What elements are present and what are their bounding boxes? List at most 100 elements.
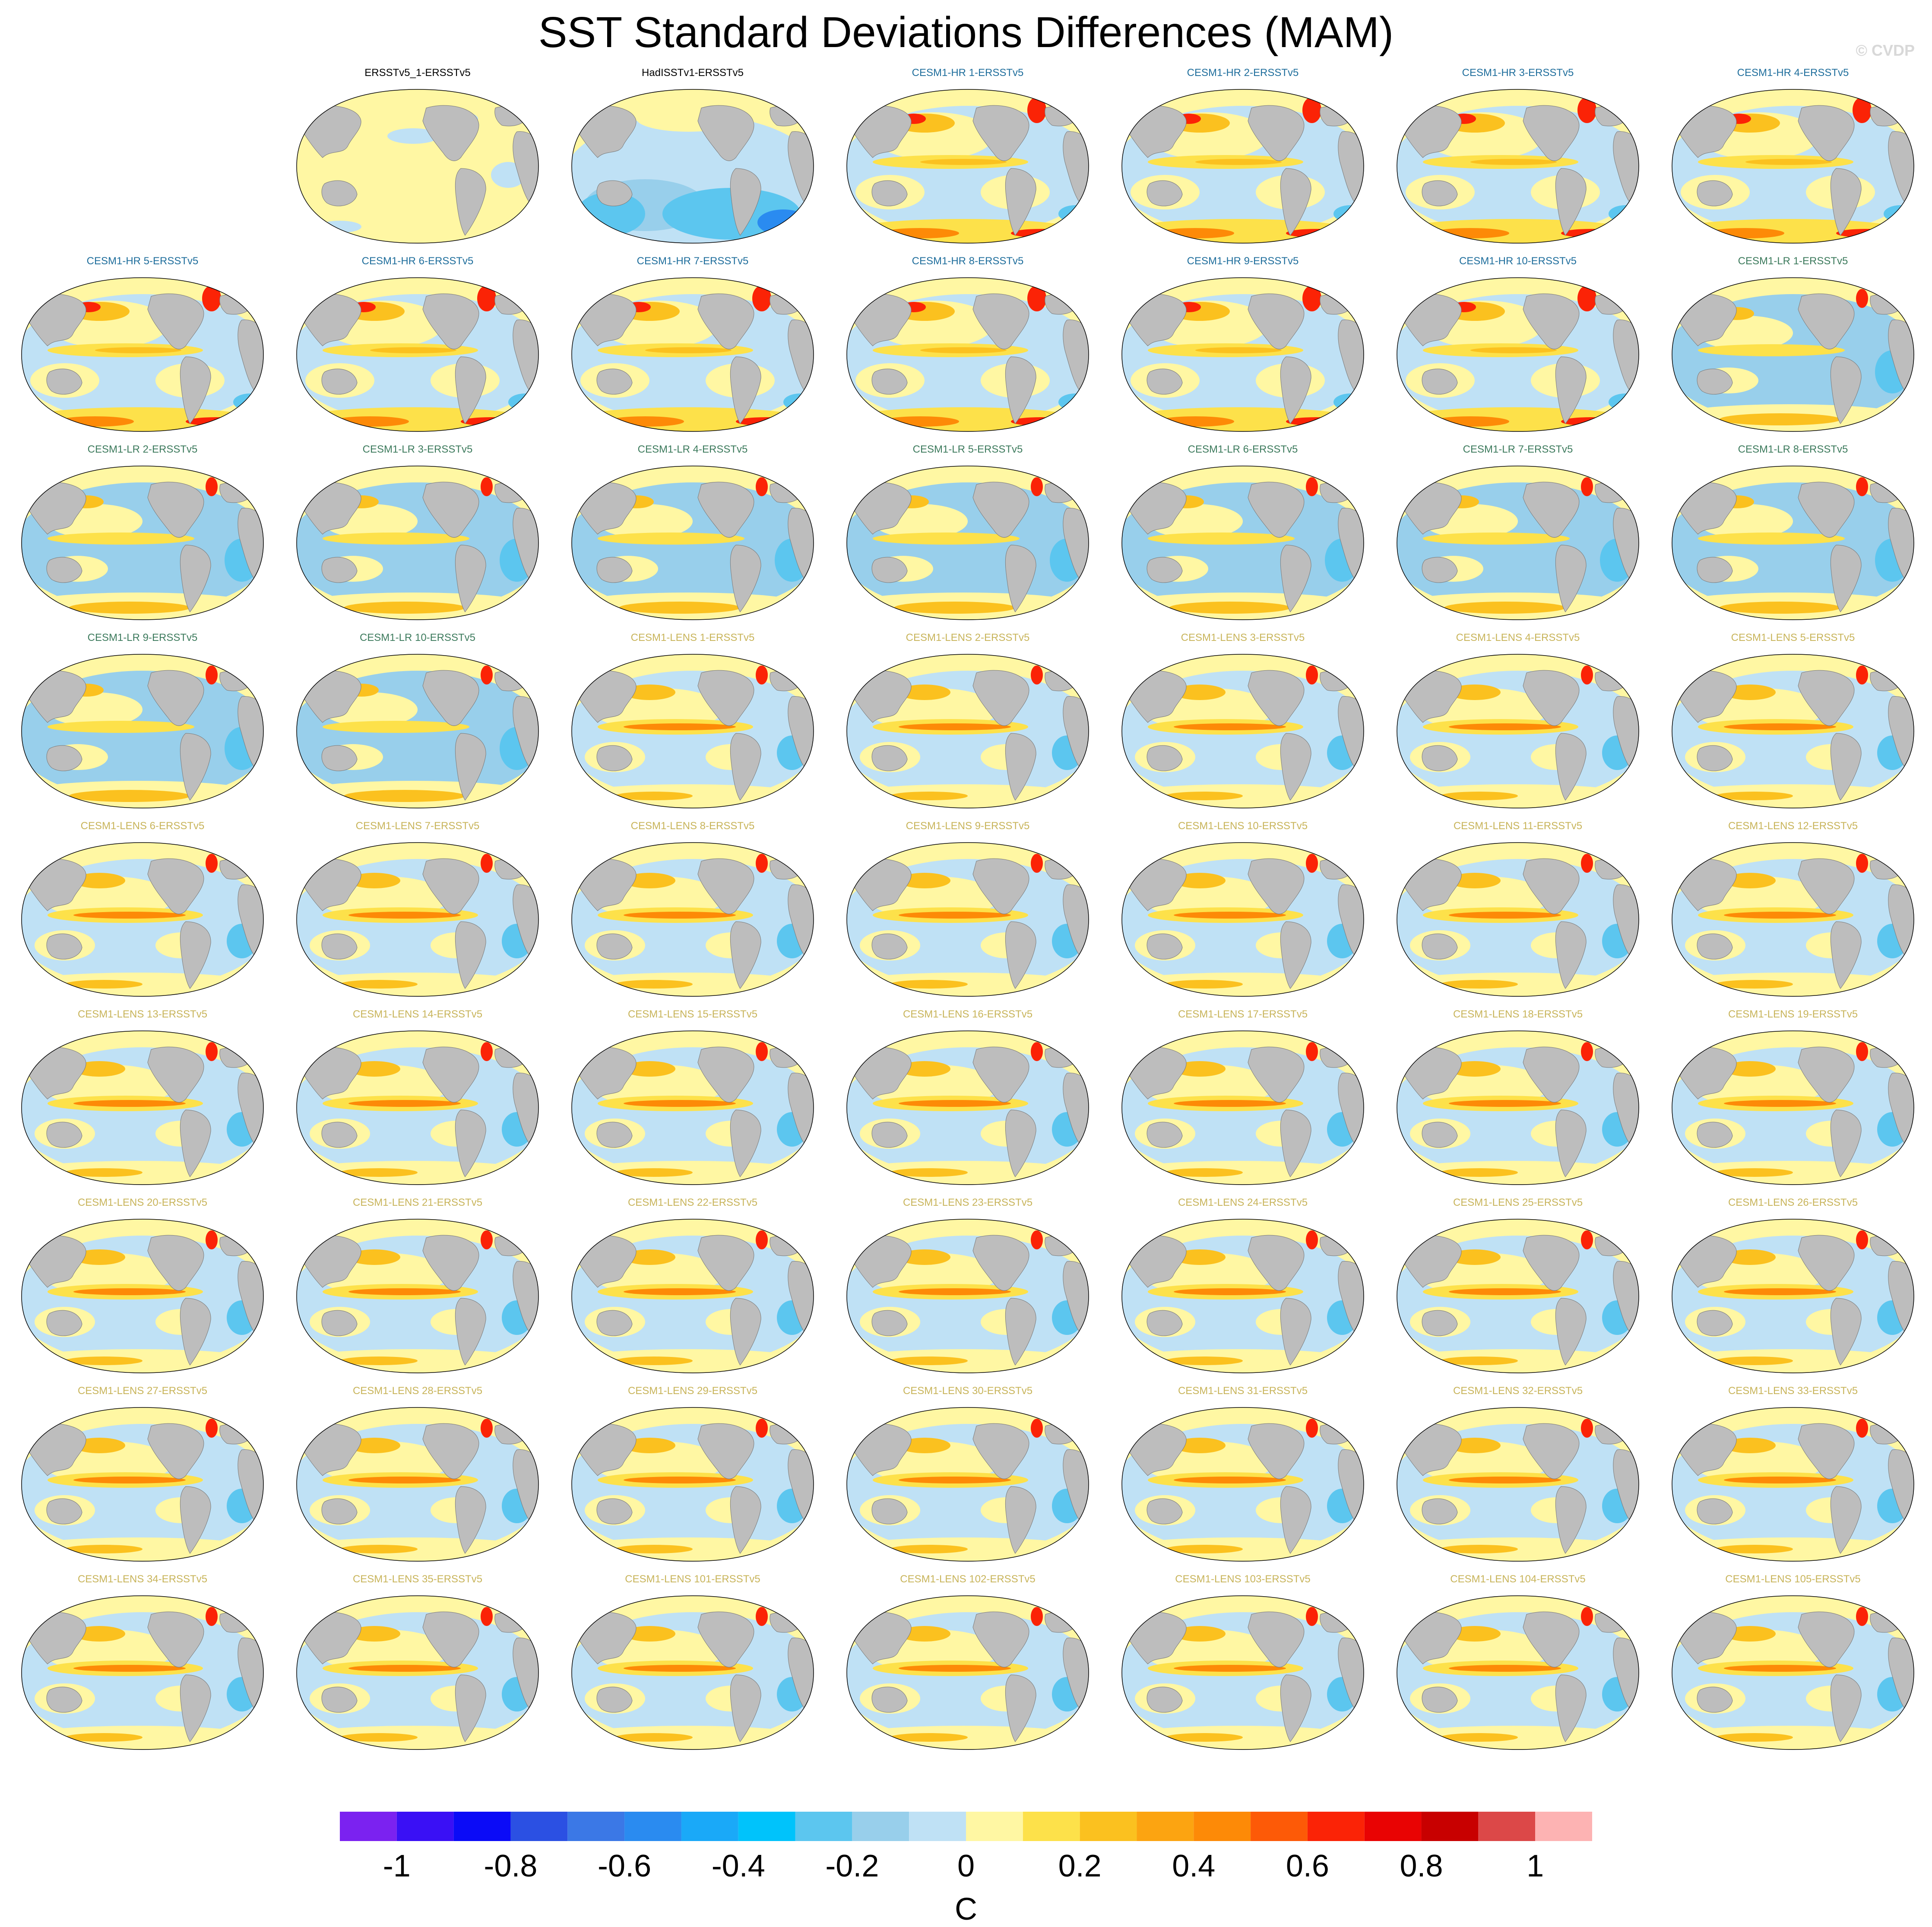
colorbar-swatch — [909, 1812, 966, 1841]
anomaly-blob — [1174, 1249, 1226, 1265]
north-america-land — [972, 670, 1029, 726]
europe-land — [1870, 294, 1901, 315]
anomaly-blob — [56, 416, 134, 427]
south-america-land — [1280, 1486, 1311, 1554]
anomaly-blob — [73, 1249, 125, 1265]
australia-land — [1697, 1122, 1733, 1148]
anomaly-blob — [890, 792, 968, 800]
panel-title: CESM1-HR 4-ERSSTv5 — [1737, 67, 1849, 79]
anomaly-blob — [48, 532, 194, 545]
anomaly-blob — [756, 666, 768, 685]
anomaly-blob — [1672, 474, 1698, 482]
anomaly-blob — [65, 980, 143, 989]
south-america-land — [180, 733, 211, 801]
australia-land — [871, 1498, 908, 1524]
panel-title: CESM1-LR 3-ERSSTv5 — [362, 444, 473, 455]
colorbar-tick-label: 0.6 — [1286, 1849, 1329, 1883]
map-panel — [571, 1595, 814, 1750]
anomaly-blob — [344, 790, 465, 802]
map-outline — [846, 1595, 1089, 1750]
anomaly-blob — [1165, 1733, 1243, 1742]
map-outline — [571, 89, 814, 244]
map-outline — [296, 89, 539, 244]
colorbar-swatch — [567, 1812, 625, 1841]
panel-title: CESM1-LENS 32-ERSSTv5 — [1453, 1385, 1583, 1397]
south-america-land — [455, 1298, 486, 1366]
anomaly-blob — [1715, 1357, 1793, 1365]
south-america-land — [730, 1109, 761, 1177]
anomaly-blob — [297, 407, 530, 431]
anomaly-blob — [1577, 97, 1596, 123]
anomaly-blob — [318, 221, 361, 233]
colorbar-swatch — [1478, 1812, 1536, 1841]
map-outline — [296, 1030, 539, 1185]
panel-title: CESM1-LENS 17-ERSSTv5 — [1178, 1008, 1308, 1020]
panel-title: CESM1-LENS 34-ERSSTv5 — [77, 1573, 208, 1585]
anomaly-blob — [73, 1100, 186, 1107]
europe-land — [219, 859, 251, 880]
anomaly-blob — [1122, 407, 1355, 431]
panel-title: CESM1-LENS 4-ERSSTv5 — [1456, 632, 1580, 643]
map-outline — [1121, 654, 1364, 808]
anomaly-blob — [1440, 792, 1518, 800]
anomaly-blob — [1724, 1626, 1776, 1642]
anomaly-blob — [615, 980, 693, 989]
anomaly-blob — [69, 790, 190, 802]
anomaly-blob — [1174, 1438, 1226, 1453]
australia-land — [321, 1686, 358, 1713]
anomaly-blob — [1174, 685, 1226, 700]
anomaly-blob — [1126, 973, 1351, 992]
south-america-land — [1280, 921, 1311, 989]
colorbar-swatch — [738, 1812, 795, 1841]
map-panel — [296, 1219, 539, 1373]
australia-land — [1147, 745, 1183, 771]
south-america-land — [1555, 1109, 1587, 1177]
south-america-land — [1005, 733, 1036, 801]
anomaly-blob — [615, 792, 693, 800]
europe-land — [494, 106, 526, 127]
map-panel — [296, 654, 539, 808]
map-outline — [846, 1030, 1089, 1185]
anomaly-blob — [1449, 1249, 1501, 1265]
anomaly-blob — [847, 474, 873, 482]
europe-land — [1045, 1612, 1076, 1633]
panel-title: CESM1-LENS 5-ERSSTv5 — [1731, 632, 1855, 643]
colorbar-tick-label: 0.2 — [1058, 1849, 1102, 1883]
map-panel — [296, 89, 539, 244]
north-america-land — [697, 482, 754, 538]
north-america-land — [1798, 1235, 1855, 1291]
panel-title: CESM1-LENS 3-ERSSTv5 — [1181, 632, 1305, 643]
map-panel — [296, 842, 539, 997]
anomaly-blob — [1440, 1733, 1518, 1742]
colorbar-tick-label: 0.4 — [1172, 1849, 1215, 1883]
australia-land — [871, 180, 908, 206]
panel-title: CESM1-LENS 19-ERSSTv5 — [1728, 1008, 1858, 1020]
anomaly-blob — [1676, 973, 1901, 992]
anomaly-blob — [1856, 854, 1868, 873]
anomaly-blob — [576, 973, 801, 992]
anomaly-blob — [920, 159, 1007, 165]
anomaly-blob — [881, 416, 959, 427]
anomaly-blob — [297, 662, 323, 671]
anomaly-blob — [1724, 723, 1836, 730]
panel-title: CESM1-LR 4-ERSSTv5 — [637, 444, 748, 455]
panel-title: CESM1-LENS 20-ERSSTv5 — [77, 1197, 208, 1208]
anomaly-blob — [1126, 1537, 1351, 1556]
anomaly-blob — [576, 1161, 801, 1180]
anomaly-blob — [1449, 873, 1501, 888]
map-outline — [1397, 89, 1639, 244]
panel-title: CESM1-LENS 15-ERSSTv5 — [627, 1008, 758, 1020]
anomaly-blob — [1165, 792, 1243, 800]
anomaly-blob — [756, 1042, 768, 1061]
europe-land — [1595, 1236, 1626, 1256]
south-america-land — [1005, 921, 1036, 989]
map-outline — [1672, 842, 1914, 997]
anomaly-blob — [340, 1545, 418, 1553]
panel-title: CESM1-LR 6-ERSSTv5 — [1188, 444, 1298, 455]
anomaly-blob — [1672, 285, 1698, 294]
anomaly-blob — [1401, 1537, 1626, 1556]
anomaly-blob — [1306, 477, 1318, 496]
anomaly-blob — [624, 1061, 675, 1077]
anomaly-blob — [1698, 344, 1845, 356]
north-america-land — [1798, 1423, 1855, 1479]
